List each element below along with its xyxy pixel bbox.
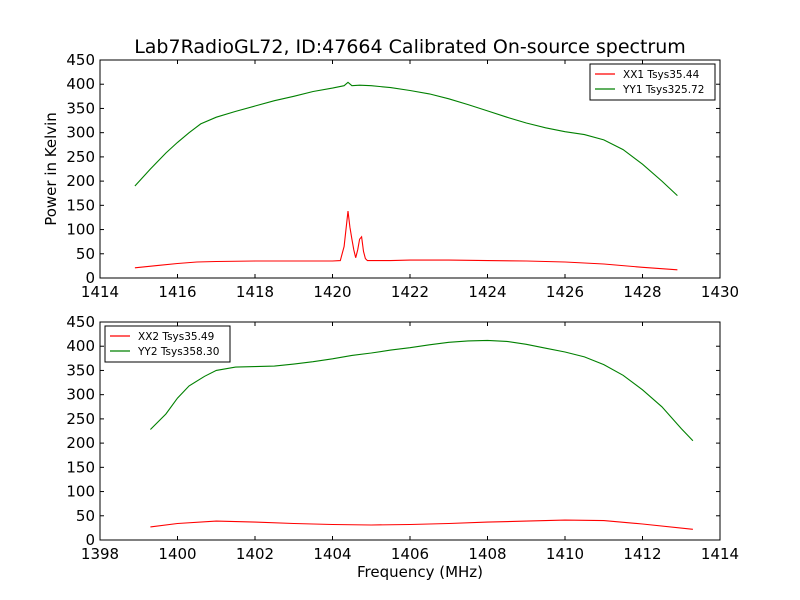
x-tick-label: 1402 (236, 545, 274, 563)
y-tick-label: 150 (66, 458, 95, 476)
x-tick-label: 1426 (546, 283, 584, 301)
legend-box (104, 325, 231, 363)
x-tick-label: 1398 (81, 545, 119, 563)
y-tick-label: 0 (85, 531, 95, 549)
y-tick-label: 200 (66, 434, 95, 452)
x-tick-label: 1404 (313, 545, 351, 563)
y-tick-label: 300 (66, 386, 95, 404)
x-tick-label: 1406 (391, 545, 429, 563)
figure-title: Lab7RadioGL72, ID:47664 Calibrated On-so… (134, 36, 686, 58)
y-tick-label: 350 (66, 361, 95, 379)
y-tick-label: 100 (66, 221, 95, 239)
y-tick-label: 50 (76, 507, 95, 525)
y-tick-label: 300 (66, 124, 95, 142)
y-tick-label: 250 (66, 148, 95, 166)
x-tick-label: 1408 (468, 545, 506, 563)
legend-entry: YY2 Tsys358.30 (137, 346, 219, 358)
y-tick-label: 250 (66, 410, 95, 428)
x-tick-label: 1418 (236, 283, 274, 301)
x-axis-label: Frequency (MHz) (357, 563, 483, 581)
x-tick-label: 1416 (158, 283, 196, 301)
x-tick-label: 1420 (313, 283, 351, 301)
y-tick-label: 350 (66, 99, 95, 117)
y-tick-label: 50 (76, 245, 95, 263)
legend-entry: XX2 Tsys35.49 (138, 331, 214, 343)
x-tick-label: 1410 (546, 545, 584, 563)
y-axis-label: Power in Kelvin (42, 112, 60, 226)
y-tick-label: 400 (66, 337, 95, 355)
x-tick-label: 1400 (158, 545, 196, 563)
y-tick-label: 200 (66, 172, 95, 190)
y-tick-label: 0 (85, 269, 95, 287)
series-line-xx1 (134, 211, 678, 271)
bottom-spectrum-plot: 1398 1400 1402 1404 1406 1408 1410 1412 1414 0 50 1… (66, 313, 739, 581)
top-spectrum-plot: 1414 1416 1418 1420 1422 1424 1426 1428 1430 0 50 1… (42, 51, 739, 301)
x-tick-label: 1414 (701, 545, 739, 563)
x-tick-label: 1412 (623, 545, 661, 563)
y-tick-label: 450 (66, 313, 95, 331)
series-line-yy2 (150, 339, 694, 442)
y-tick-label: 400 (66, 75, 95, 93)
x-tick-label: 1422 (391, 283, 429, 301)
y-tick-label: 150 (66, 196, 95, 214)
x-tick-label: 1414 (81, 283, 119, 301)
legend-entry: YY1 Tsys325.72 (622, 84, 704, 96)
x-tick-label: 1428 (623, 283, 661, 301)
legend: XX1 Tsys35.44 YY1 Tsys325.72 (589, 63, 716, 101)
legend: XX2 Tsys35.49 YY2 Tsys358.30 (104, 325, 231, 363)
x-tick-label: 1424 (468, 283, 506, 301)
legend-entry: XX1 Tsys35.44 (623, 69, 700, 81)
x-tick-label: 1430 (701, 283, 739, 301)
series-line-xx2 (150, 519, 693, 530)
y-tick-label: 100 (66, 483, 95, 501)
y-tick-label: 450 (66, 51, 95, 69)
series-line-yy1 (134, 81, 678, 197)
legend-box (589, 63, 716, 101)
